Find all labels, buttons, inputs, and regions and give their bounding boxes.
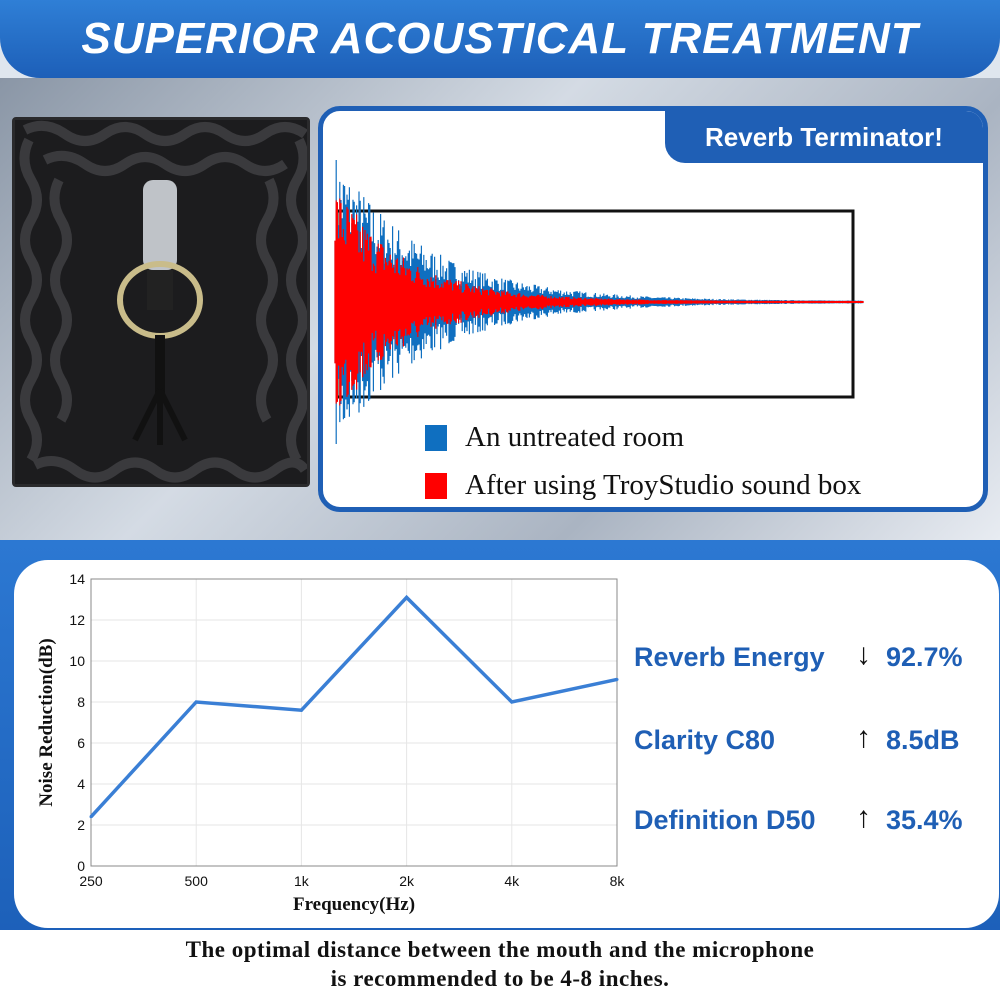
legend-item-untreated: An untreated room — [425, 421, 684, 454]
y-tick-label: 12 — [69, 612, 85, 628]
y-tick-label: 10 — [69, 653, 85, 669]
legend-label: An untreated room — [465, 421, 685, 453]
note-line-1: The optimal distance between the mouth a… — [185, 937, 815, 962]
legend-item-treated: After using TroyStudio sound box — [425, 469, 861, 502]
y-tick-label: 0 — [77, 858, 85, 874]
y-tick-label: 4 — [77, 776, 85, 792]
chart-card — [14, 560, 999, 928]
stat-value: 35.4% — [886, 805, 963, 835]
arrow-up-icon: ↑ — [856, 721, 871, 754]
reverb-comparison-panel: Reverb Terminator! An untreated room Aft… — [318, 106, 988, 512]
header-banner: SUPERIOR ACOUSTICAL TREATMENT — [0, 0, 1000, 78]
stat-label: Clarity C80 — [634, 725, 776, 755]
data-point — [89, 815, 93, 819]
stat-definition: Definition D50 ↑ 35.4% — [634, 801, 974, 836]
arrow-up-icon: ↑ — [856, 801, 871, 834]
noise-reduction-chart: 0 2 4 6 8 10 12 14 250 500 1k 2k 4k 8k Frequency(Hz) No… — [36, 571, 626, 915]
reverb-terminator-badge: Reverb Terminator! — [665, 111, 983, 163]
x-tick-label: 8k — [610, 873, 626, 889]
stat-reverb-energy: Reverb Energy ↓ 92.7% — [634, 638, 974, 673]
plot-frame — [90, 578, 618, 867]
page-title: SUPERIOR ACOUSTICAL TREATMENT — [81, 14, 919, 63]
data-point — [510, 700, 514, 704]
distance-note: The optimal distance between the mouth a… — [0, 930, 1000, 1000]
y-axis-label: Noise Reduction(dB) — [36, 638, 57, 806]
legend-label: After using TroyStudio sound box — [465, 469, 862, 501]
x-tick-label: 4k — [504, 873, 520, 889]
data-point — [615, 677, 619, 681]
stat-clarity: Clarity C80 ↑ 8.5dB — [634, 721, 974, 756]
stat-value: 92.7% — [886, 642, 963, 672]
data-point — [405, 595, 409, 599]
y-tick-label: 2 — [77, 817, 85, 833]
waveform-plot — [334, 160, 864, 444]
x-axis-label: Frequency(Hz) — [293, 894, 415, 915]
stat-label: Definition D50 — [634, 805, 816, 835]
treated-waveform — [334, 198, 864, 406]
note-line-2: is recommended to be 4-8 inches. — [330, 966, 670, 991]
x-tick-label: 250 — [79, 873, 103, 889]
data-point — [194, 700, 198, 704]
stat-label: Reverb Energy — [634, 642, 825, 672]
data-point — [299, 708, 303, 712]
series-line — [89, 594, 618, 818]
legend-swatch — [425, 472, 447, 499]
sound-box-photo — [12, 117, 310, 487]
legend-swatch — [425, 424, 447, 451]
arrow-down-icon: ↓ — [856, 638, 871, 671]
y-tick-label: 8 — [77, 694, 85, 710]
x-tick-label: 2k — [399, 873, 415, 889]
y-tick-label: 14 — [69, 571, 85, 587]
stat-value: 8.5dB — [886, 725, 960, 755]
x-tick-label: 500 — [185, 873, 209, 889]
x-tick-label: 1k — [294, 873, 310, 889]
y-tick-label: 6 — [77, 735, 85, 751]
